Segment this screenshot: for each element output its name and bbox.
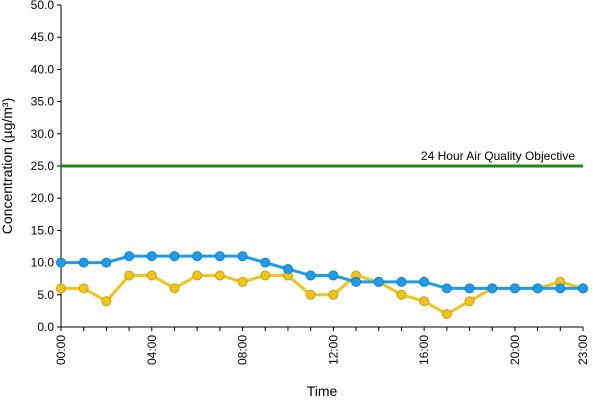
y-tick-label: 10.0 — [31, 256, 55, 270]
series-2-point — [237, 276, 248, 287]
x-axis-ticks: 00:00 04:00 08:00 12:00 16:00 20:00 23:00 — [54, 327, 590, 365]
series-2-point — [328, 289, 339, 300]
y-axis-ticks: 0.0 5.0 10.0 15.0 20.0 25.0 30.0 35.0 40.0 45.0 50… — [31, 0, 61, 334]
x-tick-label: 00:00 — [54, 335, 68, 365]
series-1-point — [487, 283, 498, 294]
series-1-point — [237, 251, 248, 262]
series-1-point — [56, 257, 66, 268]
y-axis-title: Concentration (µg/m³) — [0, 98, 15, 234]
series-1-point — [169, 251, 180, 262]
x-tick-label: 04:00 — [145, 335, 159, 365]
series-1-point — [192, 251, 203, 262]
series-2-point — [441, 309, 452, 320]
series-1-line — [61, 254, 583, 290]
series-1-point — [419, 276, 430, 287]
y-tick-label: 45.0 — [31, 30, 55, 44]
series-1-point — [282, 264, 293, 275]
series-2-point — [464, 296, 475, 307]
y-tick-label: 40.0 — [31, 62, 55, 76]
series-1-point — [464, 283, 475, 294]
series-2 — [56, 270, 588, 320]
series-2-point — [419, 296, 430, 307]
series-1-point — [396, 276, 407, 287]
y-tick-label: 30.0 — [31, 127, 55, 141]
series-2-point — [305, 289, 316, 300]
series-2-point — [214, 270, 225, 281]
series-1-point — [146, 251, 157, 262]
y-tick-label: 15.0 — [31, 223, 55, 237]
series-2-point — [78, 283, 89, 294]
x-tick-label: 20:00 — [508, 335, 522, 365]
series-2-point — [101, 296, 112, 307]
series-1-point — [373, 276, 384, 287]
y-tick-label: 25.0 — [31, 159, 55, 173]
series-1-point — [78, 257, 89, 268]
series-1-point — [351, 276, 362, 287]
x-tick-label: 16:00 — [417, 335, 431, 365]
series-1-point — [260, 257, 271, 268]
series-2-point — [56, 283, 66, 294]
series-2-point — [169, 283, 180, 294]
series-1-point — [441, 283, 452, 294]
x-axis-title: Time — [307, 383, 338, 399]
series-1 — [56, 251, 588, 294]
series-2-point — [146, 270, 157, 281]
series-1-point — [509, 283, 520, 294]
y-tick-label: 50.0 — [31, 0, 55, 12]
series-1-point — [532, 283, 543, 294]
series-1-point — [124, 251, 135, 262]
series-1-point — [328, 270, 339, 281]
series-2-point — [260, 270, 271, 281]
series-2-line — [61, 273, 584, 316]
y-tick-label: 35.0 — [31, 95, 55, 109]
series-1-point — [555, 283, 566, 294]
y-tick-label: 20.0 — [31, 191, 55, 205]
series-1-point — [214, 251, 225, 262]
y-tick-label: 0.0 — [37, 320, 54, 334]
series-2-point — [124, 270, 135, 281]
series-1-point — [305, 270, 316, 281]
series-1-point — [101, 257, 112, 268]
series-layer — [56, 251, 588, 320]
series-2-point — [192, 270, 203, 281]
x-tick-label: 12:00 — [326, 335, 340, 365]
series-1-point — [578, 283, 588, 294]
air-quality-objective-label: 24 Hour Air Quality Objective — [421, 149, 575, 163]
x-tick-label: 08:00 — [236, 335, 250, 365]
x-tick-label: 23:00 — [576, 335, 590, 365]
y-tick-label: 5.0 — [37, 288, 54, 302]
series-2-point — [396, 289, 407, 300]
